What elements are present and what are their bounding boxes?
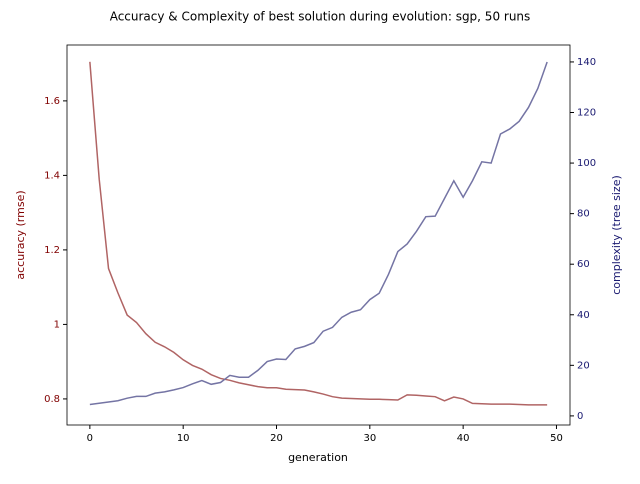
x-tick-label: 40 — [457, 433, 470, 444]
y-tick-label: 0.8 — [44, 394, 60, 405]
x-tick-label: 50 — [550, 433, 563, 444]
y2-tick-label: 80 — [577, 209, 590, 220]
x-tick-label: 10 — [177, 433, 190, 444]
y-tick-label: 1.4 — [44, 170, 60, 181]
y-tick-label: 1 — [54, 319, 60, 330]
y-axis-label: accuracy (rmse) — [14, 190, 27, 279]
series-line — [89, 61, 548, 406]
y-tick-label: 1.2 — [44, 245, 60, 256]
plot-frame — [66, 44, 571, 426]
x-tick-label: 20 — [270, 433, 283, 444]
y2-tick-label: 140 — [577, 57, 596, 68]
x-axis-label: generation — [288, 451, 348, 464]
y2-tick-label: 0 — [577, 411, 583, 422]
y2-axis-label: complexity (tree size) — [610, 175, 623, 295]
series-line — [89, 61, 548, 406]
y2-tick-label: 60 — [577, 259, 590, 270]
y2-tick-label: 120 — [577, 108, 596, 119]
y2-tick-label: 100 — [577, 158, 596, 169]
y2-tick-label: 20 — [577, 360, 590, 371]
y-tick-label: 1.6 — [44, 96, 60, 107]
chart-title: Accuracy & Complexity of best solution d… — [110, 10, 531, 24]
x-tick-label: 0 — [87, 433, 93, 444]
x-tick-label: 30 — [363, 433, 376, 444]
y2-tick-label: 40 — [577, 310, 590, 321]
